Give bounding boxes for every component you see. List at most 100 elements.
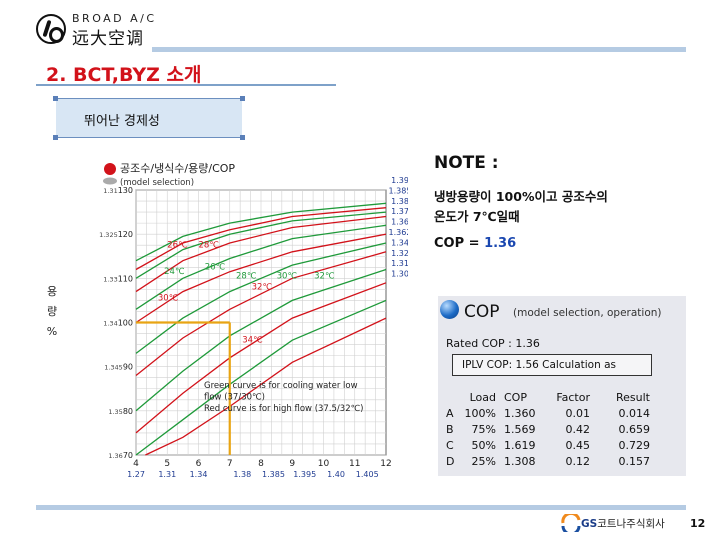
y-tick-label: 1.3670 (108, 451, 133, 460)
note-title: NOTE : (434, 153, 499, 173)
x-tick-label: 12 (380, 459, 391, 469)
curve-label: 30℃ (277, 271, 298, 281)
tag-corner-dot (240, 135, 245, 140)
cop-scale-label: 1.362 (389, 228, 408, 237)
x-cop-tick-label: 1.40 (327, 470, 345, 479)
table-col-result: Result 0.014 0.659 0.729 0.157 (610, 390, 650, 470)
curve-label: 34℃ (242, 335, 263, 345)
legend-marker (104, 163, 116, 175)
table-cell: 50% (471, 439, 496, 452)
footer-company-name: 코트나주식회사 (597, 518, 665, 530)
table-cell: 0.01 (565, 407, 591, 420)
y-tick-label: 1.34100 (103, 319, 133, 328)
y-axis-title: 용 량 % (44, 282, 60, 342)
table-cell: 0.729 (618, 439, 651, 452)
curve-label: 26℃ (205, 263, 226, 273)
y-tick-label: 1.34590 (104, 363, 133, 372)
x-cop-tick-label: 1.31 (158, 470, 176, 479)
x-tick-label: 4 (133, 459, 139, 469)
cop-scale-label: 1.32 (391, 249, 408, 258)
cop-bullet-icon (440, 300, 459, 319)
page-number: 12 (690, 517, 706, 530)
x-tick-label: 8 (258, 459, 264, 469)
x-tick-label: 11 (349, 459, 360, 469)
table-cell: 1.619 (504, 439, 536, 452)
table-col-factor: Factor 0.01 0.42 0.45 0.12 (552, 390, 590, 470)
cop-scale-label: 1.38 (391, 197, 408, 206)
chart-annotation: Green curve is for cooling water low (204, 381, 358, 391)
cop-heading: COP (464, 302, 500, 322)
x-tick-label: 5 (164, 459, 170, 469)
cop-scale-label: 1.34 (391, 238, 408, 247)
footer-company-mark: GS (581, 518, 598, 530)
x-cop-tick-label: 1.38 (233, 470, 251, 479)
tag-corner-dot (53, 96, 58, 101)
table-header: COP (504, 391, 527, 404)
y-tick-label: 1.325120 (99, 230, 133, 239)
series-line (135, 202, 387, 262)
legend-sub-marker (103, 177, 117, 185)
tag-corner-dot (53, 135, 58, 140)
table-cell: D (446, 455, 455, 468)
curve-label: 28℃ (236, 271, 257, 281)
broad-logo-icon (36, 14, 66, 44)
header-divider (152, 47, 686, 52)
chart-annotation: Red curve is for high flow (37.5/32℃) (204, 404, 363, 414)
y-tick-label: 1.33110 (103, 274, 133, 283)
footer-company: GS코트나주식회사 (581, 516, 665, 531)
x-tick-label: 9 (289, 459, 295, 469)
capacity-chart-svg: 26℃ 28℃ 26℃ 24℃ 30℃ 28℃ 30℃ 32℃ 32℃ 34℃ 공조수/냉식수/용량… (99, 162, 408, 479)
rated-cop: Rated COP : 1.36 (446, 337, 540, 350)
curve-label: 24℃ (164, 267, 185, 277)
curve-label: 32℃ (314, 271, 335, 281)
table-cell: C (446, 439, 454, 452)
y-tick-label: 1.3580 (108, 407, 133, 416)
x-tick-label: 10 (318, 459, 330, 469)
table-cell: 1.360 (504, 407, 536, 420)
table-cell: 0.12 (565, 455, 591, 468)
series-line (135, 207, 387, 271)
curve-label: 26℃ (167, 240, 188, 250)
cop-scale-label: 1.39 (391, 176, 408, 185)
table-header: Result (616, 391, 650, 404)
table-cell: 100% (464, 407, 496, 420)
legend-sub-label: (model selection) (120, 178, 194, 188)
cop-result-value: 1.36 (484, 236, 517, 251)
y-axis-title-char: 량 (46, 305, 58, 318)
x-cop-tick-label: 1.27 (127, 470, 145, 479)
section-tag-label: 뛰어난 경제성 (84, 114, 160, 129)
curve-label: 30℃ (158, 293, 179, 303)
title-underline (36, 84, 336, 86)
cop-scale-label: 1.36 (391, 218, 408, 227)
table-col-cop: COP 1.360 1.569 1.619 1.308 (504, 390, 536, 470)
table-header: Load (469, 391, 496, 404)
table-col-id: A B C D (446, 390, 454, 470)
y-axis-title-char: % (46, 325, 58, 338)
cop-result: COP = 1.36 (434, 236, 516, 251)
series-line (135, 251, 387, 377)
table-cell: A (446, 407, 454, 420)
note-text: 냉방용량이 100%이고 공조수의 온도가 7℃일때 (434, 187, 694, 227)
capacity-chart: 26℃ 28℃ 26℃ 24℃ 30℃ 28℃ 30℃ 32℃ 32℃ 34℃ 공조수/냉식수/용량… (96, 150, 408, 483)
table-cell: 0.42 (565, 423, 591, 436)
table-col-load: Load 100% 75% 50% 25% (460, 390, 496, 470)
chart-annotation: flow (37/30℃) (204, 393, 265, 403)
x-tick-label: 6 (196, 459, 202, 469)
x-cop-tick-label: 1.385 (262, 470, 285, 479)
curve-label: 32℃ (252, 282, 273, 292)
y-tick-label: 1.31130 (103, 186, 133, 195)
cop-table-panel (438, 296, 686, 476)
x-tick-label: 7 (227, 459, 233, 469)
table-header: Factor (556, 391, 590, 404)
cop-scale-label: 1.37 (391, 207, 408, 216)
table-cell: 1.308 (504, 455, 536, 468)
cop-scale-label: 1.30 (391, 270, 408, 279)
table-cell: 0.659 (618, 423, 651, 436)
table-cell: 1.569 (504, 423, 536, 436)
tag-corner-dot (240, 96, 245, 101)
note-line: 온도가 7℃일때 (434, 209, 520, 224)
brand-name-cn: 远大空调 (72, 29, 144, 49)
gs-logo-icon (561, 514, 581, 532)
section-title: 2. BCT,BYZ 소개 (46, 64, 202, 86)
cop-subheading: (model selection, operation) (513, 307, 662, 319)
